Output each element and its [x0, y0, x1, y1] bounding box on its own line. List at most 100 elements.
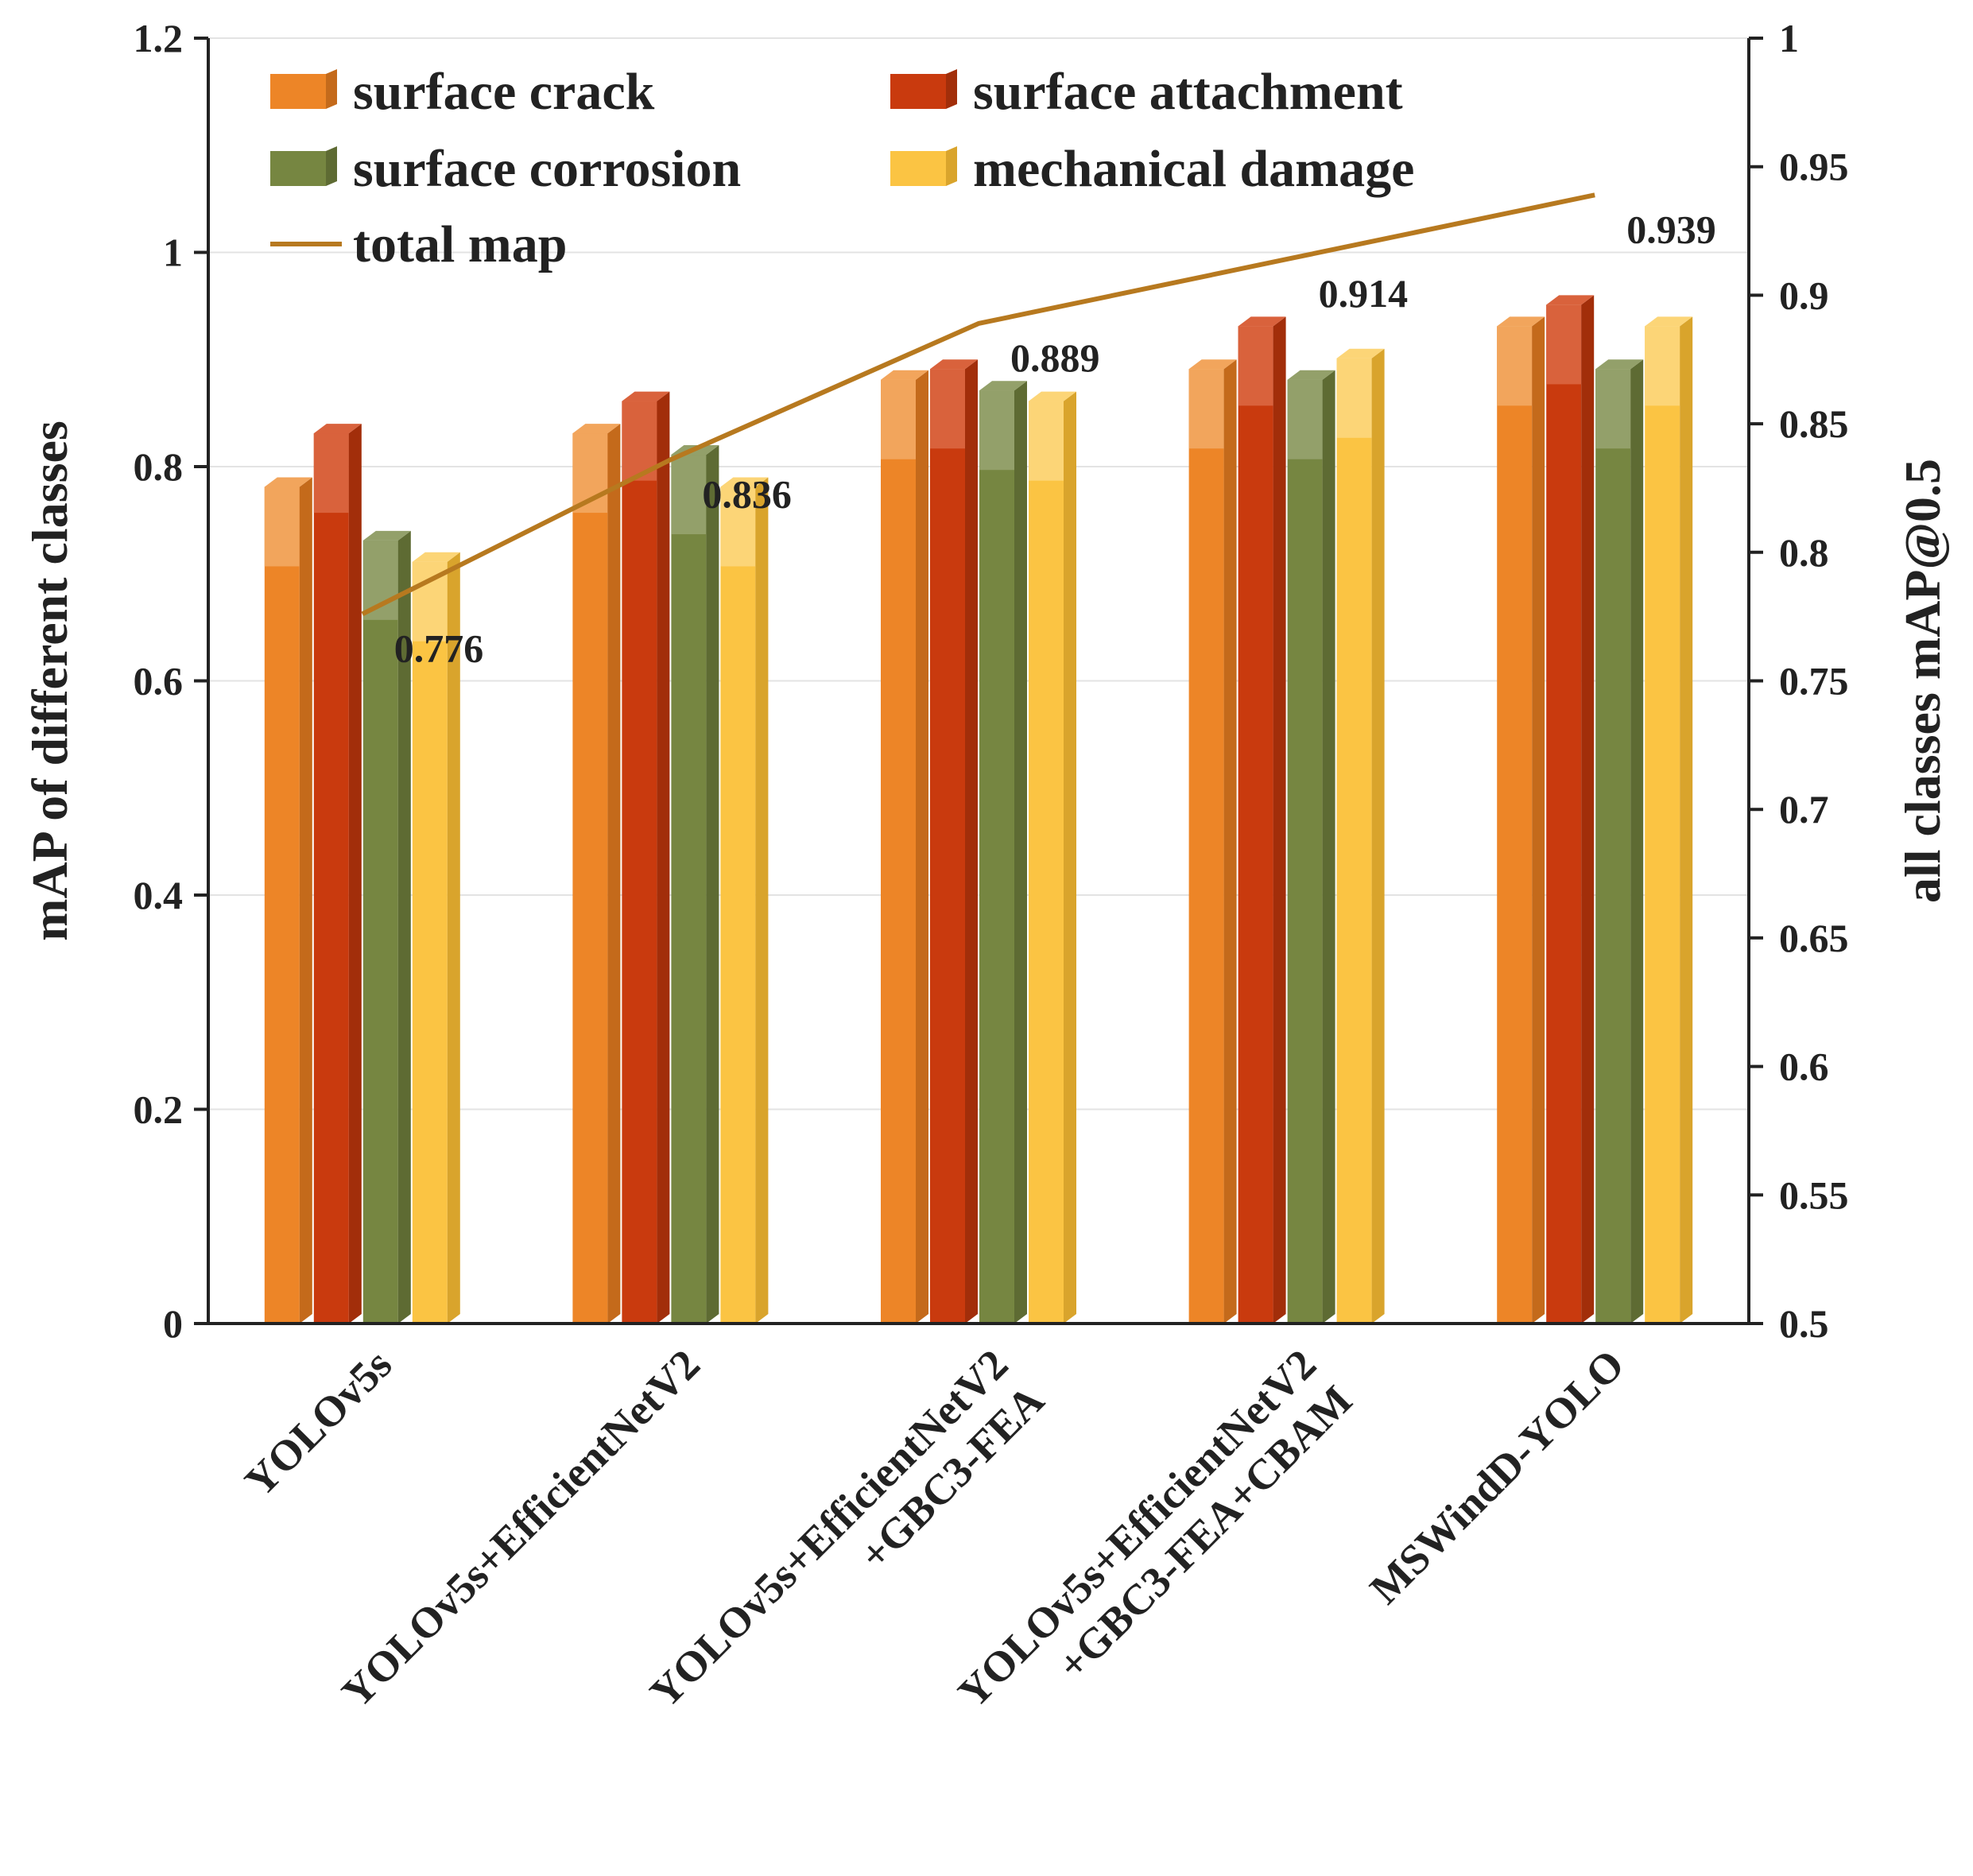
- bar-side: [607, 424, 621, 1324]
- legend-label: surface attachment: [973, 63, 1403, 121]
- bar-mechanical-damage: [1645, 326, 1680, 1324]
- bar-mechanical-damage: [1336, 358, 1372, 1324]
- bar-top: [1595, 359, 1644, 370]
- total-map-point-label: 0.836: [702, 471, 792, 516]
- left-tick-label: 0.6: [134, 659, 184, 704]
- right-tick-label: 0.65: [1779, 916, 1849, 960]
- bar-surface-corrosion: [671, 455, 707, 1324]
- bar-highlight: [1336, 358, 1372, 438]
- right-tick-label: 0.6: [1779, 1045, 1829, 1089]
- bar-top: [1497, 316, 1545, 327]
- bar-top: [930, 359, 978, 370]
- left-tick-label: 0: [163, 1301, 183, 1346]
- legend-label: total map: [353, 215, 567, 273]
- legend-swatch: [270, 74, 326, 109]
- bar-highlight: [671, 455, 707, 535]
- legend-label: mechanical damage: [973, 140, 1414, 198]
- bar-highlight: [881, 379, 916, 459]
- total-map-line-group: 0.776 0.836 0.889 0.914 0.939: [361, 192, 1716, 670]
- bar-side: [916, 370, 928, 1324]
- bar-highlight: [1497, 326, 1533, 406]
- bar-side: [1630, 359, 1644, 1324]
- bar-top: [720, 477, 769, 487]
- bar-surface-corrosion: [1595, 369, 1631, 1324]
- bar-side: [706, 445, 719, 1324]
- bar-top: [313, 424, 362, 434]
- bar-side: [1322, 370, 1335, 1324]
- bar-surface-crack: [264, 486, 300, 1324]
- bar-top: [1645, 316, 1693, 327]
- bar-group: [264, 295, 1693, 1324]
- legend-swatch-side: [326, 146, 337, 186]
- bar-side: [1223, 359, 1237, 1324]
- category-label-line: MSWindD-YOLO: [1361, 1340, 1634, 1613]
- category-label-line: YOLOv5s+EfficientNetV2: [641, 1340, 1018, 1717]
- bar-top: [362, 530, 411, 541]
- legend-swatch: [270, 151, 326, 186]
- bar-side: [1532, 316, 1545, 1324]
- right-tick-label: 0.55: [1779, 1172, 1849, 1217]
- bar-top: [881, 370, 928, 380]
- right-tick-label: 0.7: [1779, 787, 1829, 831]
- left-tick-label: 0.8: [134, 444, 184, 489]
- bar-side: [1371, 348, 1385, 1324]
- bar-highlight: [1029, 401, 1064, 481]
- legend-swatch: [890, 74, 946, 109]
- bar-top: [1336, 348, 1385, 359]
- category-label: YOLOv5s: [235, 1340, 401, 1506]
- right-tick-label: 0.5: [1779, 1301, 1829, 1346]
- bar-side: [965, 359, 978, 1324]
- bar-top: [572, 424, 621, 434]
- right-tick-label: 1: [1779, 16, 1799, 60]
- bar-side: [755, 477, 769, 1324]
- total-map-point-label: 0.776: [394, 626, 484, 670]
- right-tick-label: 0.9: [1779, 273, 1829, 317]
- bar-top: [1188, 359, 1237, 370]
- grid-lines: [208, 37, 1749, 1110]
- bar-highlight: [930, 369, 965, 449]
- bar-side: [1581, 295, 1595, 1324]
- total-map-line: [361, 192, 1595, 617]
- bar-highlight: [1238, 326, 1273, 406]
- bar-side: [1064, 391, 1076, 1324]
- right-tick-label: 0.95: [1779, 145, 1849, 189]
- bar-side: [1680, 316, 1693, 1324]
- bar-top: [1029, 391, 1076, 401]
- bar-surface-corrosion: [1287, 379, 1323, 1324]
- total-map-point-label: 0.889: [1010, 335, 1100, 380]
- legend-swatch: [890, 151, 946, 186]
- right-tick-label: 0.75: [1779, 659, 1849, 704]
- bar-top: [264, 477, 312, 487]
- legend: surface crack surface attachment surface c…: [270, 63, 1414, 273]
- bar-highlight: [1287, 379, 1323, 459]
- bar-surface-crack: [572, 433, 608, 1324]
- bar-highlight: [264, 486, 300, 567]
- legend-swatch-side: [946, 69, 957, 109]
- bar-top: [412, 552, 460, 562]
- bar-surface-attachment: [622, 401, 657, 1324]
- category-label-line: +GBC3-FEA+CBAM: [1049, 1376, 1362, 1689]
- category-label-line: YOLOv5s: [235, 1340, 401, 1506]
- bar-highlight: [1546, 304, 1582, 385]
- bar-highlight: [1188, 369, 1224, 449]
- legend-label: surface corrosion: [353, 140, 741, 198]
- bar-highlight: [1645, 326, 1680, 406]
- bar-highlight: [1595, 369, 1631, 449]
- bar-surface-crack: [881, 379, 916, 1324]
- right-tick-label: 0.8: [1779, 530, 1829, 575]
- bar-surface-attachment: [313, 433, 349, 1324]
- bar-top: [622, 391, 670, 401]
- bar-highlight: [720, 486, 756, 567]
- category-label: YOLOv5s+EfficientNetV2: [332, 1340, 709, 1717]
- bar-top: [1287, 370, 1335, 380]
- bar-side: [348, 424, 362, 1324]
- bar-surface-crack: [1188, 369, 1224, 1324]
- left-axis-title: mAP of different classes: [21, 421, 78, 941]
- bar-mechanical-damage: [720, 486, 756, 1324]
- right-axis-title: all classes mAP@0.5: [1894, 459, 1951, 903]
- total-map-point-label: 0.939: [1626, 207, 1716, 251]
- legend-swatch-side: [946, 146, 957, 186]
- bar-highlight: [362, 540, 398, 620]
- bar-highlight: [979, 390, 1014, 471]
- category-label-line: YOLOv5s+EfficientNetV2: [332, 1340, 709, 1717]
